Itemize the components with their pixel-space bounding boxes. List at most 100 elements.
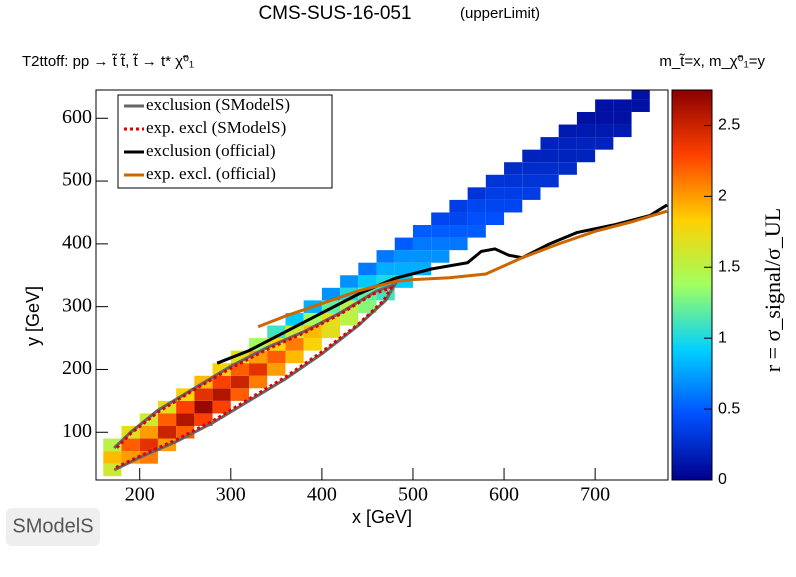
heatmap-cell: [157, 413, 177, 426]
heatmap-cell: [376, 262, 395, 276]
heatmap-cell: [394, 262, 413, 276]
contour-line: [114, 285, 395, 469]
chart-subtitle: T2ttoff: pp → t̃ t̃, t̃ → t* χ̃⁰₁: [22, 53, 194, 70]
heatmap-cell: [485, 174, 505, 188]
heatmap-cell: [485, 199, 505, 213]
heatmap-cell: [467, 225, 486, 238]
legend-box: [117, 94, 333, 189]
colorbar-tick-label: 0.5: [718, 400, 740, 417]
heatmap-cell: [522, 162, 541, 175]
heatmap-cell: [467, 187, 486, 200]
heatmap-cell: [394, 250, 413, 263]
heatmap-cell: [176, 413, 195, 426]
colorbar-tick-label: 0: [718, 471, 727, 488]
heatmap-cell: [522, 174, 541, 188]
mass-note: m_t̃=x, m_χ̃⁰₁=y: [659, 53, 765, 70]
heatmap-cell: [321, 325, 341, 339]
colorbar: [671, 89, 713, 481]
heatmap-cell: [103, 463, 122, 477]
heatmap-cell: [103, 438, 122, 452]
heatmap-cell: [212, 400, 231, 414]
heatmap-cell: [431, 250, 450, 263]
heatmap-cell: [212, 375, 231, 389]
heatmap-cell: [576, 124, 596, 138]
heatmap-cell: [540, 162, 559, 175]
heatmap-cell: [613, 99, 632, 112]
contour-line: [216, 203, 668, 365]
y-tick-label: 200: [62, 357, 92, 379]
heatmap-cell: [340, 275, 359, 288]
heatmap-cell: [522, 187, 541, 200]
heatmap-cell: [595, 111, 614, 125]
heatmap-cell: [558, 137, 577, 150]
heatmap-cell: [176, 400, 195, 414]
title-note: (upperLimit): [460, 5, 540, 22]
x-tick-label: 400: [307, 484, 337, 506]
y-tick-label: 600: [62, 106, 92, 128]
heatmap-cell: [194, 400, 213, 414]
heatmap-cell: [358, 262, 377, 276]
heatmap-cell: [376, 250, 395, 263]
heatmap-cell: [595, 137, 614, 150]
heatmap-cell: [285, 350, 304, 364]
y-tick-label: 400: [62, 231, 92, 253]
heatmap-cell: [540, 137, 559, 150]
heatmap-cell: [504, 162, 523, 175]
heatmap-cell: [121, 438, 140, 452]
heatmap-cell: [504, 174, 523, 188]
heatmap-cell: [449, 212, 468, 226]
heatmap-cell: [631, 99, 650, 112]
heatmap-cell: [157, 400, 177, 414]
heatmap-cell: [449, 199, 468, 213]
heatmap-cell: [485, 212, 505, 226]
logo: SModelS: [6, 508, 100, 546]
heatmap-cell: [212, 388, 231, 401]
heatmap-cell: [576, 149, 596, 163]
colorbar-tick-label: 1.5: [718, 258, 740, 275]
heatmap-cell: [467, 212, 486, 226]
heatmap-cells: [103, 90, 650, 477]
x-tick-label: 600: [489, 484, 519, 506]
x-axis-label: x [GeV]: [352, 507, 412, 527]
heatmap-cell: [613, 111, 632, 125]
y-tick-label: 100: [62, 420, 92, 442]
legend-label: exclusion (SModelS): [146, 95, 290, 114]
y-tick-label: 300: [62, 294, 92, 316]
heatmap-cell: [576, 111, 596, 125]
legend-label: exp. excl (SModelS): [146, 118, 286, 137]
heatmap-cell: [303, 338, 322, 351]
logo-text: SModelS: [12, 515, 93, 537]
heatmap-cell: [431, 225, 450, 238]
heatmap-cell: [558, 124, 577, 138]
chart-title: CMS-SUS-16-051: [258, 3, 411, 24]
colorbar-tick-label: 2: [718, 188, 727, 205]
heatmap-cell: [103, 451, 122, 464]
colorbar-label: r = σ_signal/σ_UL: [760, 208, 785, 372]
heatmap-cell: [504, 187, 523, 200]
heatmap-cell: [595, 124, 614, 138]
heatmap-cell: [394, 237, 413, 251]
heatmap-cell: [358, 275, 377, 288]
y-tick-label: 500: [62, 169, 92, 191]
legend: exclusion (SModelS) exp. excl (SModelS) ex…: [117, 94, 333, 189]
heatmap-cell: [340, 312, 359, 326]
heatmap-cell: [267, 350, 286, 364]
heatmap-cell: [249, 363, 268, 376]
heatmap-cell: [157, 425, 177, 439]
contour-line: [257, 209, 668, 329]
heatmap-cell: [431, 237, 450, 251]
heatmap-cell: [431, 212, 450, 226]
heatmap-cell: [504, 199, 523, 213]
y-axis-label: y [GeV]: [23, 286, 43, 346]
logo-bg: [6, 508, 100, 546]
heatmap-cell: [412, 250, 432, 263]
heatmap-cell: [540, 174, 559, 188]
heatmap-cell: [139, 425, 158, 439]
heatmap-cell: [249, 375, 268, 389]
heatmap-cell: [467, 199, 486, 213]
heatmap-cell: [194, 388, 213, 401]
heatmap-cell: [576, 137, 596, 150]
x-tick-label: 700: [580, 484, 610, 506]
heatmap-cell: [139, 438, 158, 452]
colorbar-tick-label: 2.5: [718, 117, 740, 134]
